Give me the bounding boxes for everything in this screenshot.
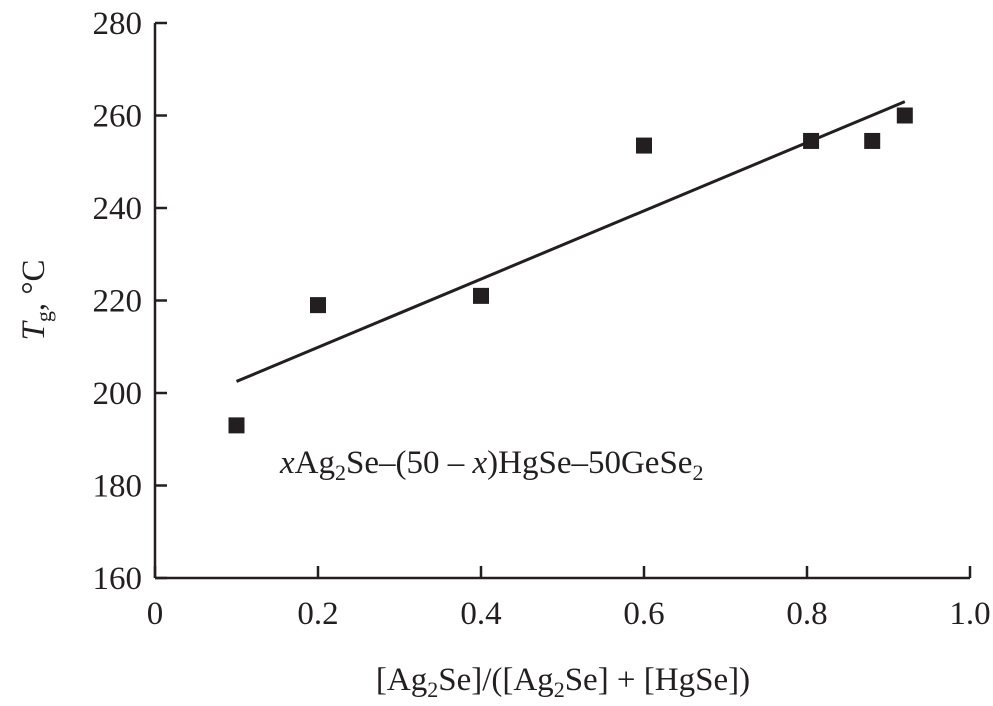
y-ticks: 160 180 200 220 240 260 280 xyxy=(93,6,167,597)
xlabel-sub1: 2 xyxy=(427,677,438,702)
x-axis-title: [Ag2Se]/([Ag2Se] + [HgSe]) xyxy=(376,662,750,702)
x-tick-label: 0.8 xyxy=(786,596,827,632)
xlabel-mid: Se]/([Ag xyxy=(438,662,553,698)
y-tick-label: 260 xyxy=(93,99,143,135)
xlabel-post: Se] + [HgSe]) xyxy=(565,662,750,698)
y-tick-label: 200 xyxy=(93,376,143,412)
annotation-se-mid: Se–(50 – xyxy=(346,445,473,481)
y-tick-label: 180 xyxy=(93,469,143,505)
data-point xyxy=(803,132,820,149)
x-tick-label: 0.4 xyxy=(460,596,501,632)
annotation-var-x2: x xyxy=(472,445,488,481)
x-tick-label: 0 xyxy=(147,596,164,632)
xlabel-sub2: 2 xyxy=(554,677,565,702)
y-tick-label: 280 xyxy=(93,6,143,42)
y-tick-label: 160 xyxy=(93,561,143,597)
annotation-ag: Ag xyxy=(295,445,335,481)
x-tick-label: 0.2 xyxy=(297,596,338,632)
annotation-sub-2a: 2 xyxy=(335,460,346,485)
ylabel-unit: , °C xyxy=(16,259,52,311)
y-axis-title: Tg, °C xyxy=(16,259,56,340)
y-tick-label: 220 xyxy=(93,284,143,320)
composition-annotation: xAg2Se–(50 – x)HgSe–50GeSe2 xyxy=(279,445,703,485)
ylabel-sub: g xyxy=(31,311,56,322)
data-point xyxy=(896,107,913,124)
data-point xyxy=(310,297,326,314)
y-tick-label: 240 xyxy=(93,191,143,227)
annotation-hgse-gese: )HgSe–50GeSe xyxy=(487,445,692,481)
annotation-sub-2b: 2 xyxy=(692,460,703,485)
data-point xyxy=(864,132,881,149)
ylabel-symbol: T xyxy=(16,320,52,341)
data-point xyxy=(636,137,652,154)
x-ticks: 0 0.2 0.4 0.6 0.8 1.0 xyxy=(147,566,991,632)
x-tick-label: 1.0 xyxy=(949,596,990,632)
data-point xyxy=(473,287,489,304)
xlabel-pre: [Ag xyxy=(376,662,427,698)
fit-line xyxy=(235,100,906,383)
x-tick-label: 0.6 xyxy=(623,596,664,632)
data-points xyxy=(228,107,913,434)
annotation-var-x: x xyxy=(279,445,295,481)
data-point xyxy=(228,417,245,434)
